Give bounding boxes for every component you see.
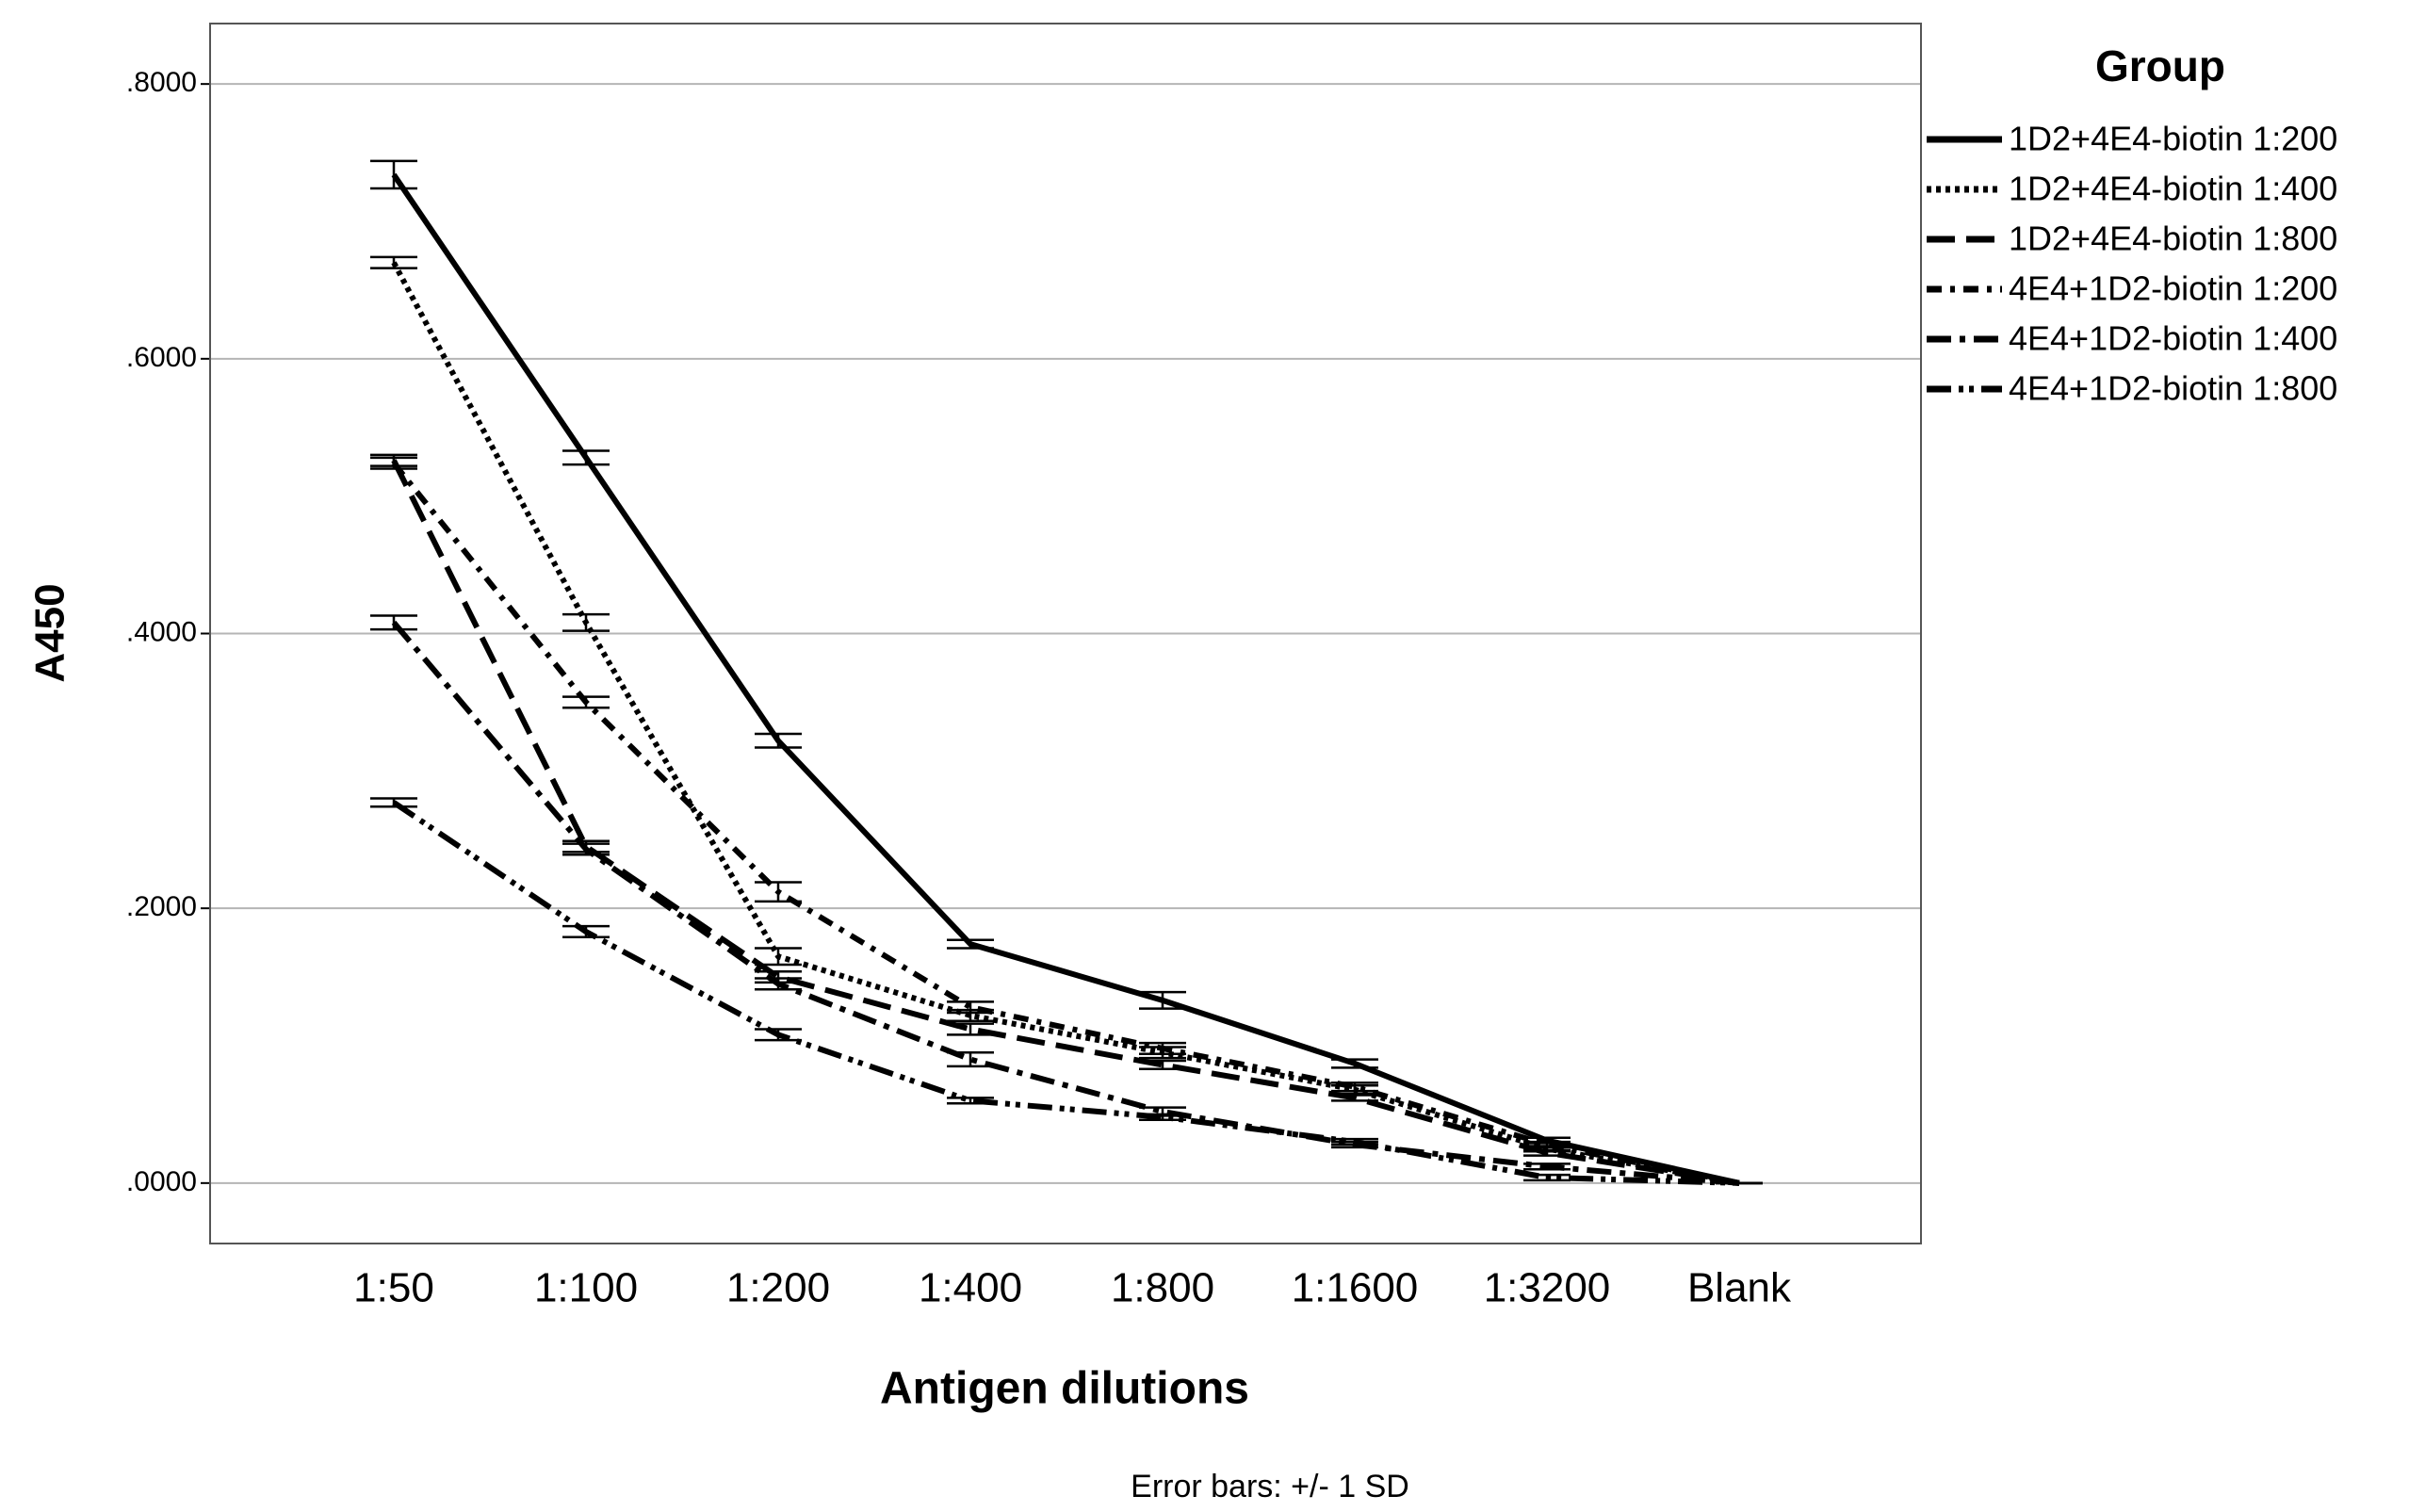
x-tick-label: 1:50 [353, 1265, 434, 1311]
error-bar [755, 732, 802, 749]
legend-label: 1D2+4E4-biotin 1:200 [2009, 120, 2337, 158]
legend-title: Group [2095, 41, 2225, 90]
error-bar [1331, 1058, 1378, 1069]
series-line [391, 261, 1740, 1186]
error-bar [370, 614, 417, 631]
series-line [391, 172, 1740, 1186]
error-bar [947, 1022, 994, 1036]
x-tick-label: 1:100 [534, 1265, 638, 1311]
legend-label: 4E4+1D2-biotin 1:400 [2009, 319, 2337, 358]
series-line [391, 459, 1740, 1186]
x-tick-label: 1:800 [1111, 1265, 1214, 1311]
error-bar [1523, 1162, 1571, 1171]
error-bar [1139, 1059, 1186, 1071]
x-tick-label: 1:3200 [1484, 1265, 1611, 1311]
error-bar [947, 1000, 994, 1015]
error-bar [947, 1097, 994, 1105]
x-tick-label: 1:400 [919, 1265, 1022, 1311]
x-tick-label: 1:200 [726, 1265, 830, 1311]
error-bar [755, 977, 802, 991]
y-tick-label: .2000 [126, 891, 197, 922]
y-tick-label: .0000 [126, 1166, 197, 1197]
error-bar [370, 159, 417, 190]
y-tick-label: .6000 [126, 342, 197, 373]
legend-label: 1D2+4E4-biotin 1:400 [2009, 170, 2337, 208]
error-bar [947, 938, 994, 950]
series-line [392, 800, 1740, 1186]
series-line [391, 620, 1740, 1186]
error-bar [1523, 1173, 1571, 1182]
x-tick-label: 1:1600 [1292, 1265, 1419, 1311]
error-bar [1331, 1094, 1378, 1102]
error-bar [1523, 1140, 1571, 1149]
x-axis-label: Antigen dilutions [880, 1364, 1249, 1414]
y-tick-label: .8000 [126, 67, 197, 98]
error-bar [562, 842, 610, 856]
error-bar [947, 1051, 994, 1068]
error-bar [370, 456, 417, 470]
error-bar [562, 612, 610, 632]
error-bar [755, 1028, 802, 1042]
legend-label: 4E4+1D2-biotin 1:200 [2009, 269, 2337, 308]
error-bar [1139, 1041, 1186, 1055]
legend-label: 4E4+1D2-biotin 1:800 [2009, 369, 2337, 408]
error-bar [562, 695, 610, 709]
y-tick-label: .4000 [126, 616, 197, 647]
series-line [391, 461, 1740, 1186]
error-bar [562, 924, 610, 939]
error-bar [370, 255, 417, 269]
error-bar [562, 449, 610, 466]
error-bar [1331, 1081, 1378, 1093]
error-bar [1139, 1113, 1186, 1121]
error-bar [1139, 990, 1186, 1010]
error-bar [755, 881, 802, 903]
x-tick-label: Blank [1687, 1265, 1792, 1311]
note: Error bars: +/- 1 SD [1131, 1469, 1409, 1504]
y-axis-label: A450 [27, 583, 73, 682]
plot-frame [209, 23, 1922, 1244]
error-bar [370, 797, 417, 808]
legend-label: 1D2+4E4-biotin 1:800 [2009, 219, 2337, 258]
error-bar [1331, 1137, 1378, 1146]
